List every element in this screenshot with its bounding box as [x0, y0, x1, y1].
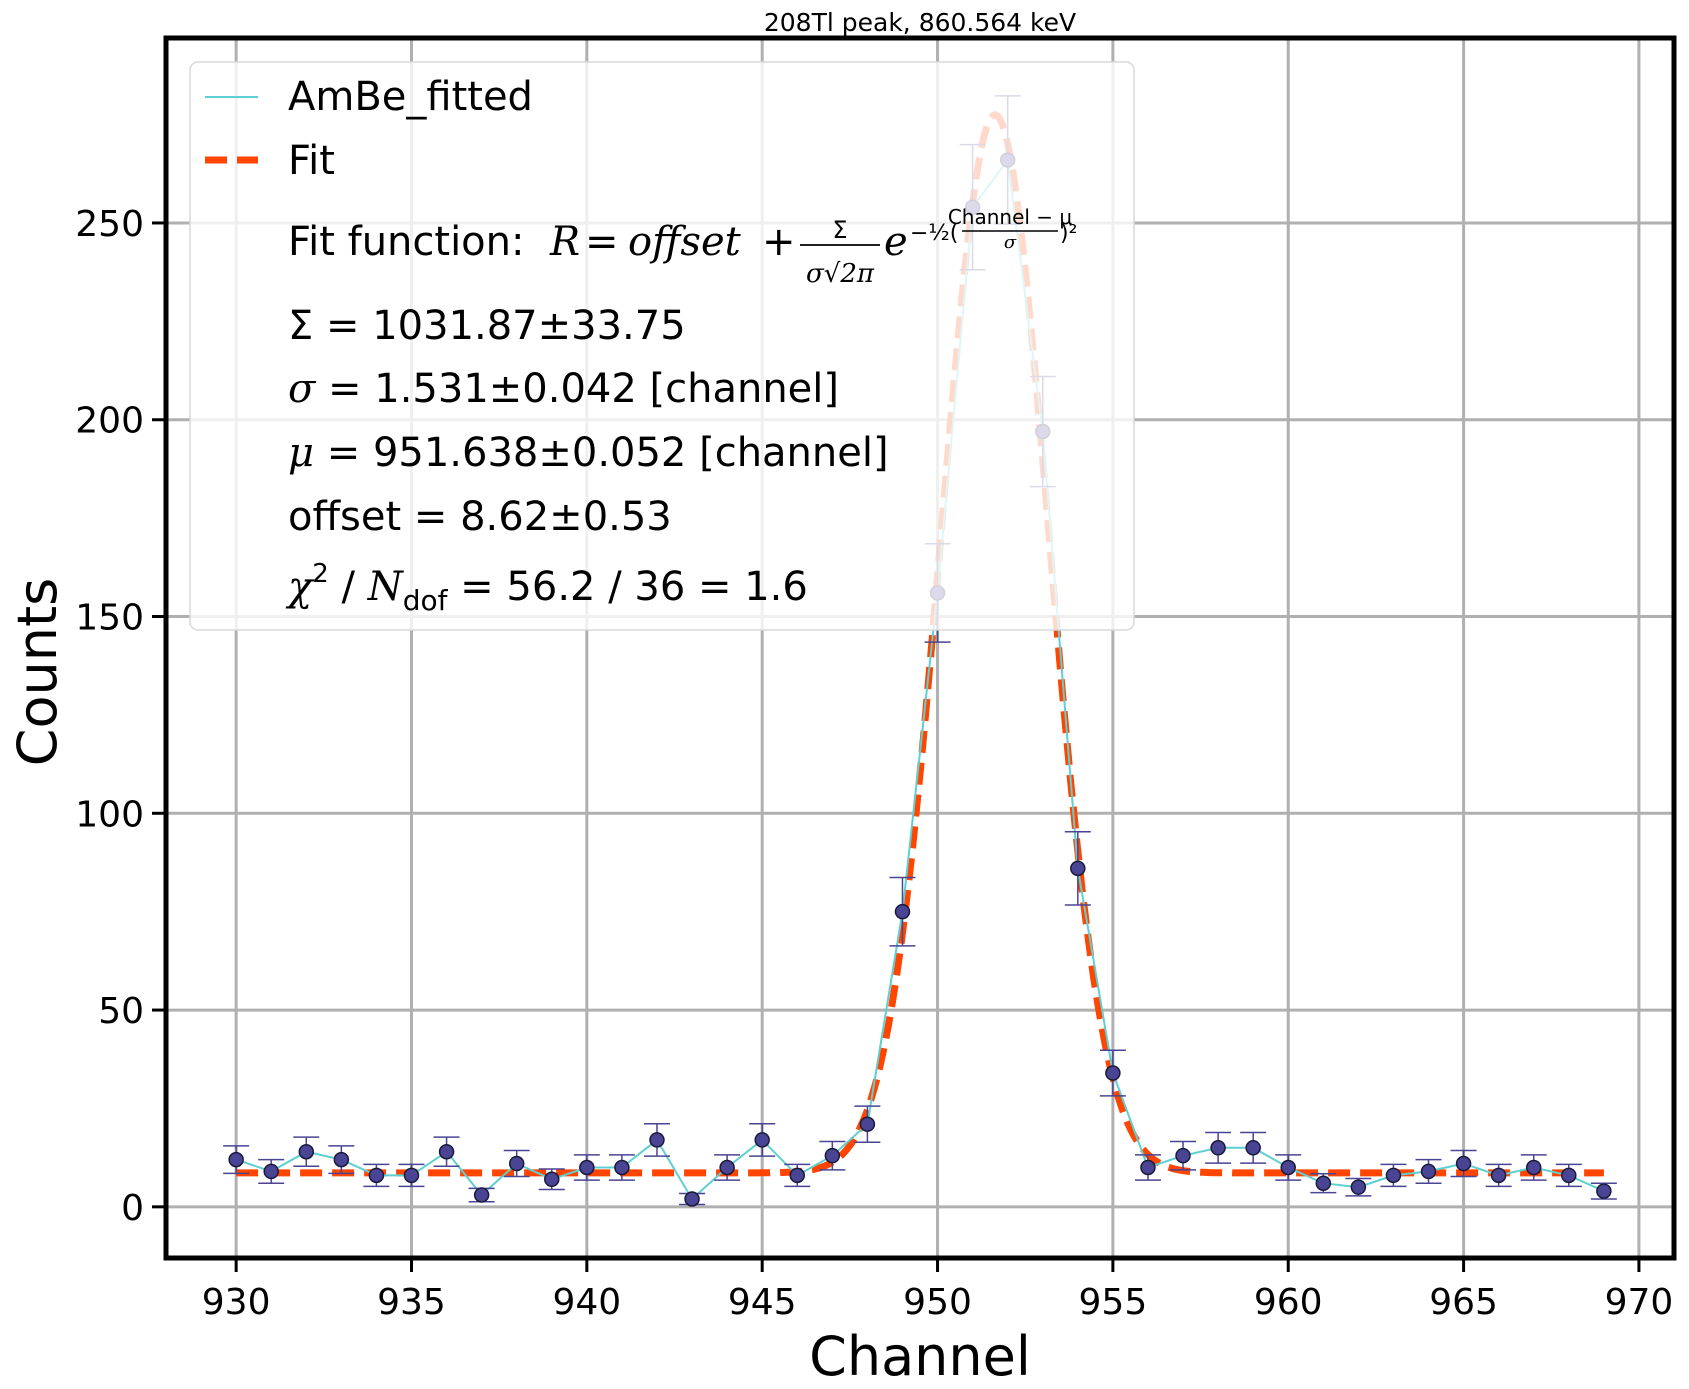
data-point: [1490, 1167, 1507, 1184]
data-point: [719, 1159, 735, 1176]
legend-box: [189, 61, 1135, 631]
x-tick-label: 950: [903, 1282, 972, 1323]
legend-fit-label: Fit: [288, 138, 335, 184]
data-point: [1350, 1179, 1367, 1195]
data-point: [684, 1191, 700, 1207]
data-series-line: [235, 157, 1605, 1201]
data-point: [649, 1132, 665, 1148]
sigma-value: = 1.531±0.042 [channel]: [315, 366, 839, 412]
y-tick-label: 200: [75, 401, 144, 442]
eq-exponent-denominator: σ: [1004, 232, 1017, 253]
data-point: [579, 1159, 595, 1176]
legend-fit-function-prefix: Fit function:: [288, 219, 524, 265]
ndof-symbol: N: [367, 564, 405, 610]
data-point: [824, 1147, 841, 1164]
eq-offset: offset: [628, 219, 742, 265]
chi2-value: = 56.2 / 36 = 1.6: [447, 564, 807, 610]
data-point: [1175, 1147, 1191, 1164]
x-tick-label: 935: [377, 1282, 446, 1323]
x-tick-label: 945: [728, 1282, 797, 1323]
data-point: [403, 1167, 420, 1184]
data-point: [333, 1151, 350, 1168]
data-point: [1140, 1159, 1156, 1176]
legend: AmBe_fitted Fit Fit function: R = offset…: [189, 61, 1135, 631]
data-point: [438, 1143, 455, 1160]
eq-equals: =: [585, 219, 619, 265]
legend-offset-line: offset = 8.62±0.53: [288, 494, 672, 540]
data-point: [894, 903, 911, 920]
y-tick-label: 250: [75, 204, 144, 245]
data-point: [1280, 1159, 1296, 1176]
legend-fit-function: Fit function: R = offset + Σ σ√2π e −½( …: [288, 205, 1077, 289]
x-tick-label: 930: [202, 1282, 271, 1323]
y-tick-label: 150: [75, 598, 144, 639]
x-tick-label: 960: [1254, 1282, 1323, 1323]
legend-sigma-line: σ = 1.531±0.042 [channel]: [288, 366, 839, 412]
data-point: [544, 1171, 560, 1188]
data-point: [298, 1143, 315, 1160]
chi-symbol: χ: [285, 564, 315, 610]
data-point: [1596, 1183, 1612, 1199]
data-point: [1315, 1175, 1332, 1191]
data-point: [754, 1132, 770, 1148]
data-point: [368, 1167, 385, 1184]
y-tick-label: 50: [98, 991, 144, 1032]
data-point: [228, 1151, 244, 1168]
eq-plus: +: [762, 219, 796, 265]
data-point: [1561, 1167, 1577, 1184]
eq-e: e: [884, 219, 908, 265]
data-point: [1420, 1163, 1437, 1180]
eq-numerator: Σ: [832, 216, 847, 244]
data-point: [1070, 860, 1086, 877]
x-tick-label: 965: [1429, 1282, 1498, 1323]
plot-frame: [163, 35, 1677, 1261]
legend-mu-line: μ = 951.638±0.052 [channel]: [288, 430, 889, 476]
mu-symbol: μ: [288, 430, 314, 476]
legend-data-label: AmBe_fitted: [288, 74, 533, 120]
x-tick-label: 940: [552, 1282, 621, 1323]
ndof-subscript: dof: [403, 584, 449, 617]
data-point: [614, 1159, 630, 1176]
eq-exponent-start: −½(: [910, 221, 958, 246]
eq-r: R: [549, 219, 580, 265]
data-point: [473, 1187, 490, 1203]
chart-title: 208Tl peak, 860.564 keV: [764, 8, 1076, 37]
data-point: [789, 1167, 806, 1184]
sigma-symbol: σ: [288, 366, 317, 412]
ticks: 930 935 940 945 950 955 960 965 970 0 50 100 150 200 2…: [75, 204, 1673, 1323]
legend-sum-line: Σ = 1031.87±33.75: [288, 303, 686, 349]
legend-chi2-line: χ2 / Ndof = 56.2 / 36 = 1.6: [285, 559, 808, 617]
chi-superscript: 2: [312, 559, 329, 589]
x-axis-label: Channel: [809, 1325, 1031, 1388]
eq-exponent-end: )²: [1060, 221, 1077, 246]
data-point: [859, 1116, 876, 1132]
data-point: [1455, 1155, 1472, 1172]
data-point: [1245, 1140, 1261, 1156]
data-point: [508, 1155, 525, 1172]
data-point: [1105, 1065, 1121, 1081]
x-tick-label: 970: [1605, 1282, 1674, 1323]
eq-denominator: σ√2π: [806, 259, 875, 289]
y-tick-label: 100: [75, 794, 144, 835]
eq-exponent-numerator: Channel − μ: [948, 205, 1073, 229]
mu-value: = 951.638±0.052 [channel]: [314, 430, 889, 476]
data-point: [1525, 1159, 1542, 1176]
data-point: [263, 1163, 279, 1180]
data-point: [1385, 1167, 1402, 1184]
chi-slash: /: [329, 564, 368, 610]
y-axis-label: Counts: [6, 578, 69, 767]
x-tick-label: 955: [1079, 1282, 1148, 1323]
data-point: [1210, 1140, 1226, 1156]
y-tick-label: 0: [121, 1188, 144, 1229]
